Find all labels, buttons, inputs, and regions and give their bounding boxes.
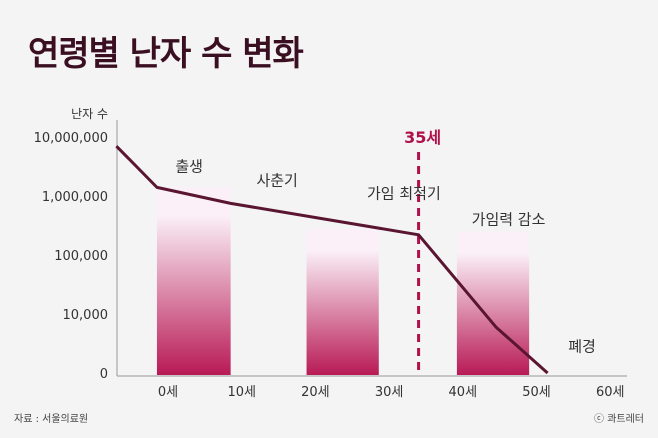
y-tick-label: 0 xyxy=(100,367,108,382)
source-note: 자료 : 서울의료원 xyxy=(14,414,89,425)
marker-label: 35세 xyxy=(404,128,441,147)
bar xyxy=(306,228,379,375)
x-tick-label: 40세 xyxy=(449,385,478,400)
x-tick-label: 20세 xyxy=(301,385,330,400)
annotation-label: 폐경 xyxy=(568,338,596,356)
annotation-label: 출생 xyxy=(175,158,203,176)
x-tick-label: 0세 xyxy=(158,385,178,400)
x-tick-label: 10세 xyxy=(227,385,256,400)
y-tick-label: 100,000 xyxy=(54,249,108,264)
copyright-note: ⓒ 콰트레터 xyxy=(594,414,644,425)
x-tick-label: 30세 xyxy=(375,385,404,400)
bar xyxy=(156,187,231,375)
annotation-label: 사춘기 xyxy=(256,172,297,190)
series-line xyxy=(115,145,549,375)
y-tick-label: 10,000,000 xyxy=(34,131,108,146)
bar xyxy=(456,231,530,375)
x-tick-label: 50세 xyxy=(522,385,551,400)
y-tick-label: 10,000 xyxy=(63,308,109,323)
page-title: 연령별 난자 수 변화 xyxy=(28,34,304,74)
y-axis-label: 난자 수 xyxy=(71,107,108,121)
x-tick-label: 60세 xyxy=(596,385,625,400)
y-tick-label: 1,000,000 xyxy=(42,190,108,205)
annotation-label: 가임 최적기 xyxy=(367,185,441,203)
annotation-label: 가임력 감소 xyxy=(472,210,546,228)
